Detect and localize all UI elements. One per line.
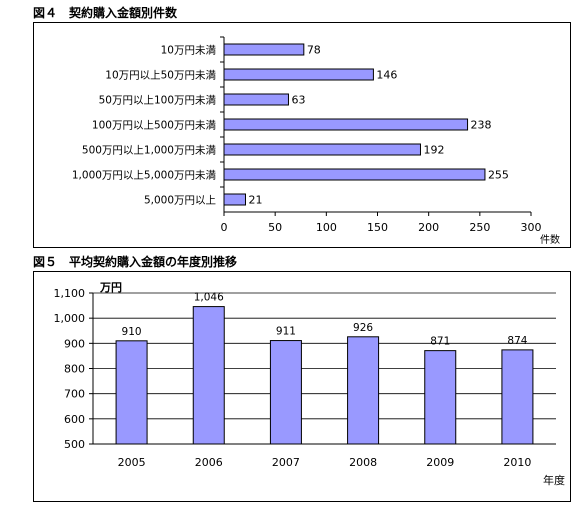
category-label: 100万円以上500万円未満: [92, 120, 217, 132]
data-label: 78: [307, 44, 321, 57]
bar: [223, 93, 289, 106]
x-axis-title: 年度: [543, 473, 565, 487]
y-tick-label: 600: [64, 413, 85, 426]
figure-5-frame: [33, 271, 571, 502]
bar: [223, 193, 246, 206]
bar: [501, 349, 534, 445]
data-label: 63: [291, 94, 305, 107]
data-label: 146: [376, 69, 397, 82]
data-label: 926: [353, 322, 373, 334]
category-label: 2009: [426, 456, 454, 469]
category-label: 50万円以上100万円未満: [99, 95, 217, 107]
category-label: 2006: [195, 456, 223, 469]
y-axis-title: 万円: [99, 281, 122, 294]
x-tick-label: 200: [418, 221, 439, 234]
bar: [223, 43, 305, 56]
category-label: 500万円以上1,000万円未満: [82, 145, 217, 157]
bar: [223, 168, 486, 181]
data-label: 21: [248, 194, 262, 207]
x-tick-label: 50: [268, 221, 282, 234]
figure-4-frame: [33, 22, 571, 248]
category-label: 2010: [503, 456, 531, 469]
category-label: 10万円以上50万円未満: [105, 70, 216, 82]
bar: [192, 306, 225, 445]
data-label: 238: [471, 119, 492, 132]
bar: [115, 340, 148, 445]
category-label: 10万円未満: [161, 45, 217, 57]
x-axis-title: 件数: [540, 233, 560, 246]
bar: [223, 143, 421, 156]
data-label: 874: [507, 335, 527, 347]
y-tick-label: 500: [64, 438, 85, 451]
y-tick-label: 700: [64, 388, 85, 401]
category-label: 2008: [349, 456, 377, 469]
bar: [223, 118, 469, 131]
y-tick-label: 900: [64, 337, 85, 350]
figure-4-title: 図４ 契約購入金額別件数: [33, 6, 178, 20]
y-tick-label: 1,100: [54, 287, 86, 300]
data-label: 871: [430, 336, 450, 348]
bar: [424, 350, 457, 445]
figure-5-title: 図５ 平均契約購入金額の年度別推移: [33, 255, 238, 269]
data-label: 1,046: [194, 292, 224, 304]
bar: [223, 68, 374, 81]
x-tick-label: 250: [469, 221, 490, 234]
category-label: 5,000万円以上: [144, 195, 216, 207]
data-label: 911: [276, 326, 296, 338]
data-label: 192: [423, 144, 444, 157]
category-label: 2007: [272, 456, 300, 469]
category-label: 2005: [118, 456, 146, 469]
x-tick-label: 100: [316, 221, 337, 234]
y-tick-label: 1,000: [54, 312, 86, 325]
data-label: 255: [488, 169, 509, 182]
y-tick-label: 800: [64, 363, 85, 376]
data-label: 910: [122, 326, 142, 338]
bar: [347, 336, 380, 445]
x-tick-label: 0: [221, 221, 228, 234]
category-label: 1,000万円以上5,000万円未満: [72, 170, 217, 182]
x-tick-label: 300: [521, 221, 542, 234]
x-tick-label: 150: [367, 221, 388, 234]
bar: [269, 340, 302, 445]
